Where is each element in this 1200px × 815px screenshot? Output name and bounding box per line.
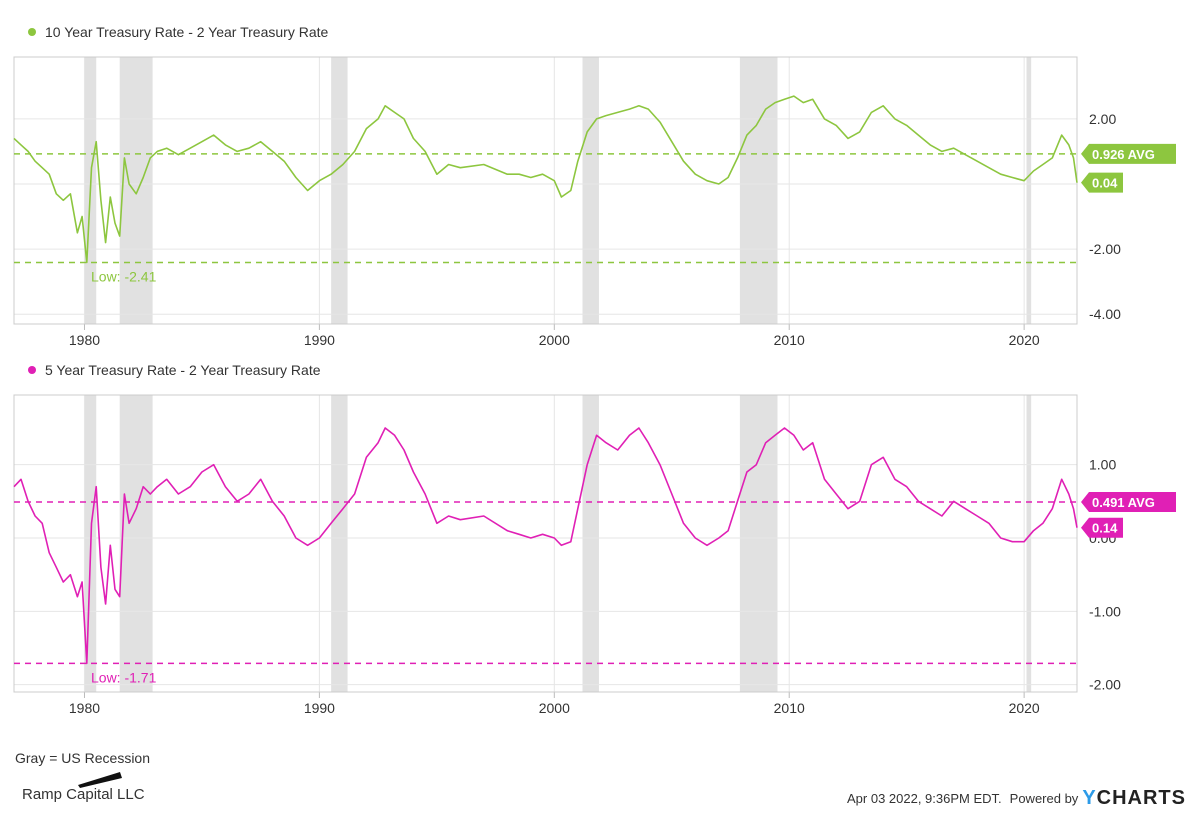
y-tick-label: 1.00 [1089, 457, 1116, 473]
plot-frame [13, 394, 1078, 693]
recession-band [739, 395, 778, 692]
powered-by: Powered by [1009, 791, 1079, 806]
y-tick-label: -2.00 [1089, 241, 1121, 257]
x-tick-label: 2010 [774, 332, 805, 348]
recession-band [119, 395, 153, 692]
recession-band [739, 57, 778, 324]
x-tick-label: 1980 [69, 700, 100, 716]
ycharts-logo-y: Y [1082, 787, 1097, 809]
ramp-capital-logo [78, 772, 122, 788]
recession-band [1026, 57, 1032, 324]
recession-note: Gray = US Recession [15, 750, 150, 766]
y-tick-label: 2.00 [1089, 111, 1116, 127]
latest-label: 0.04 [1092, 176, 1118, 191]
recession-band [119, 57, 153, 324]
legend-dot-top [28, 28, 36, 36]
recession-band [582, 395, 599, 692]
recession-band [331, 395, 348, 692]
y-tick-label: -1.00 [1089, 603, 1121, 619]
latest-flag [1081, 172, 1123, 193]
x-tick-label: 2000 [539, 700, 570, 716]
x-tick-label: 2010 [774, 700, 805, 716]
x-tick-label: 1990 [304, 700, 335, 716]
plot-frame [13, 56, 1078, 325]
recession-band [331, 57, 348, 324]
latest-flag [1081, 517, 1123, 538]
average-flag [1081, 143, 1176, 164]
x-tick-label: 2020 [1009, 700, 1040, 716]
ycharts-logo[interactable]: YCHARTS [1082, 787, 1186, 810]
x-tick-label: 2000 [539, 332, 570, 348]
average-label: 0.491 AVG [1092, 495, 1155, 510]
brand-name: Ramp Capital LLC [22, 786, 145, 803]
timestamp: Apr 03 2022, 9:36PM EDT. [847, 791, 1002, 806]
x-tick-label: 2020 [1009, 332, 1040, 348]
legend-dot-bottom [28, 366, 36, 374]
legend-label-bottom: 5 Year Treasury Rate - 2 Year Treasury R… [45, 362, 321, 378]
legend-label-top: 10 Year Treasury Rate - 2 Year Treasury … [45, 24, 329, 40]
ycharts-logo-rest: CHARTS [1096, 787, 1186, 809]
x-tick-label: 1980 [69, 332, 100, 348]
y-tick-label: -2.00 [1089, 677, 1121, 693]
average-label: 0.926 AVG [1092, 147, 1155, 162]
legend-top: 10 Year Treasury Rate - 2 Year Treasury … [28, 24, 328, 40]
low-label: Low: -1.71 [91, 669, 157, 685]
average-flag [1081, 491, 1176, 512]
footer-stamp: Apr 03 2022, 9:36PM EDT. Powered by YCHA… [847, 787, 1186, 810]
y-tick-label: -4.00 [1089, 306, 1121, 322]
x-tick-label: 1990 [304, 332, 335, 348]
latest-label: 0.14 [1092, 521, 1118, 536]
recession-band [582, 57, 599, 324]
legend-bottom: 5 Year Treasury Rate - 2 Year Treasury R… [28, 362, 321, 378]
series-line [13, 95, 1078, 264]
recession-band [1026, 395, 1032, 692]
low-label: Low: -2.41 [91, 268, 157, 284]
series-line [13, 427, 1078, 665]
